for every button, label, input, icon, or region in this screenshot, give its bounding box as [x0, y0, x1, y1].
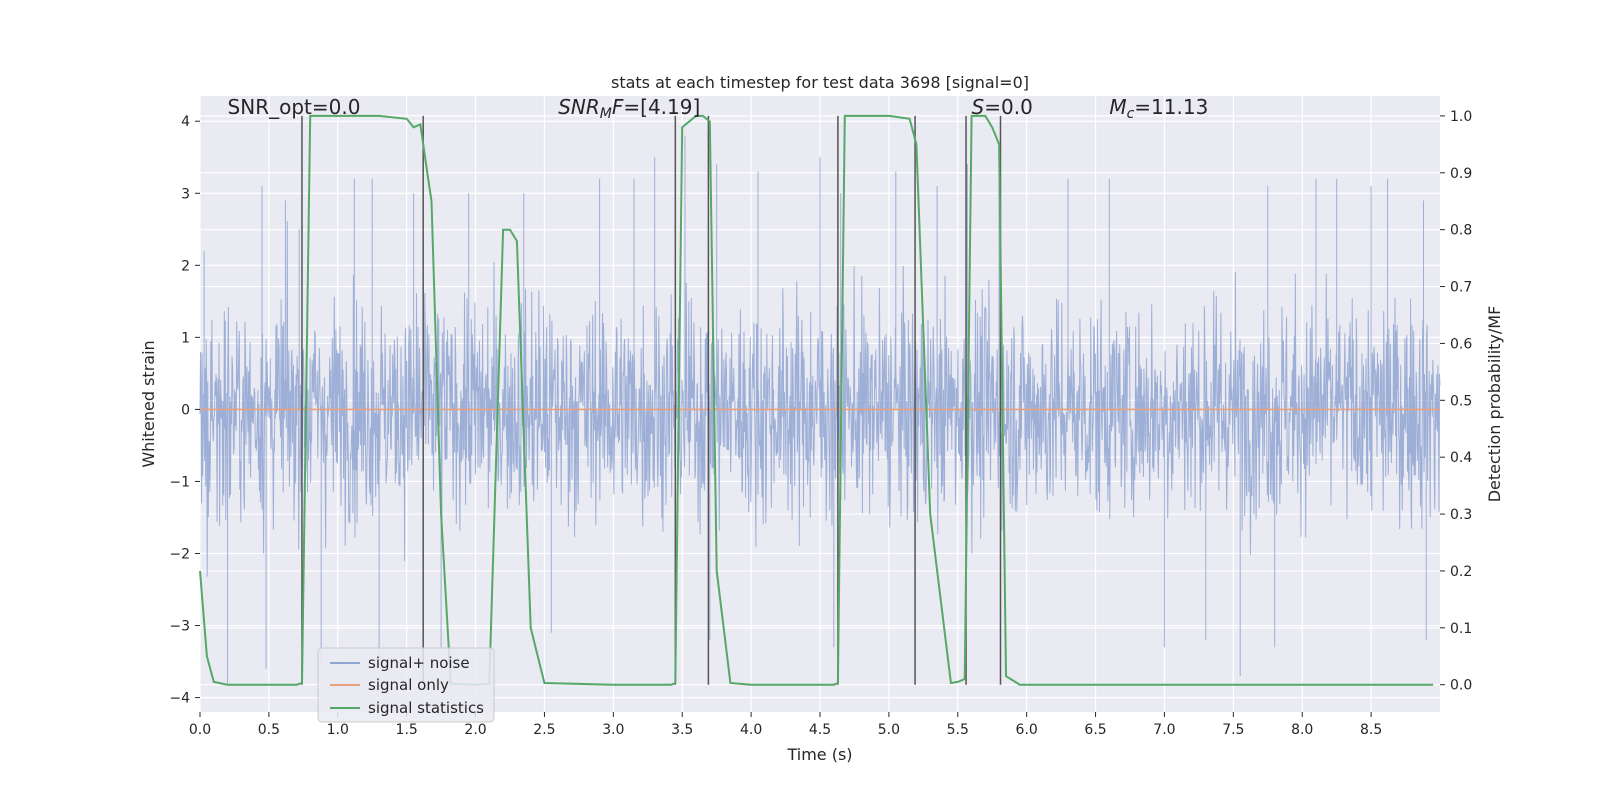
x-tick-label: 0.5 [258, 722, 280, 738]
x-tick-label: 1.5 [396, 722, 418, 738]
y-tick-label: −4 [169, 691, 190, 707]
y-tick-label: −3 [169, 619, 190, 635]
legend-label-signal-only: signal only [368, 676, 449, 694]
annotations: SNR_opt=0.0 SNRMF=[4.19] S=0.0 Mc=11.13 [228, 95, 1209, 122]
noise-trace [199, 135, 1441, 684]
y2-tick-label: 0.5 [1450, 393, 1472, 409]
y2-tick-label: 0.0 [1450, 678, 1472, 694]
y-tick-label: 1 [181, 330, 190, 346]
x-tick-label: 8.5 [1360, 722, 1382, 738]
signal-statistics-line [199, 114, 1434, 686]
x-tick-label: 2.5 [533, 722, 555, 738]
x-tick-label: 5.0 [878, 722, 900, 738]
y-tick-label: 0 [181, 402, 190, 418]
y-tick-label: 3 [181, 186, 190, 202]
x-tick-label: 3.5 [671, 722, 693, 738]
y-axis-ticks: −4 −3 −2 −1 0 1 2 3 4 [169, 114, 200, 707]
x-tick-label: 7.0 [1153, 722, 1175, 738]
y2-tick-label: 0.7 [1450, 280, 1472, 296]
y2-axis-label: Detection probability/MF [1485, 306, 1504, 503]
y2-tick-label: 0.1 [1450, 621, 1472, 637]
chart-title: stats at each timestep for test data 369… [611, 73, 1029, 92]
x-tick-label: 0.0 [189, 722, 211, 738]
legend: signal+ noise signal only signal statist… [317, 647, 495, 723]
x-tick-label: 4.5 [809, 722, 831, 738]
y-tick-label: 2 [181, 258, 190, 274]
y-tick-label: 4 [181, 114, 190, 130]
y2-tick-label: 0.6 [1450, 336, 1472, 352]
y-tick-label: −2 [169, 546, 190, 562]
x-tick-label: 3.0 [602, 722, 624, 738]
y2-tick-label: 0.4 [1450, 450, 1472, 466]
x-tick-label: 6.5 [1084, 722, 1106, 738]
y2-tick-label: 0.9 [1450, 166, 1472, 182]
y-axis-label: Whitened strain [139, 340, 158, 467]
x-axis-label: Time (s) [786, 745, 852, 764]
annotation: SNR_opt=0.0 [228, 95, 361, 119]
x-tick-label: 1.0 [327, 722, 349, 738]
x-tick-label: 5.5 [947, 722, 969, 738]
x-axis-ticks: 0.0 0.5 1.0 1.5 2.0 2.5 3.0 3.5 4.0 4.5 5.0 5.5 6.0 6… [189, 712, 1382, 738]
y2-axis-ticks: 0.0 0.1 0.2 0.3 0.4 0.5 0.6 0.7 0.8 0.9 1.0 [1440, 109, 1472, 694]
y2-tick-label: 0.8 [1450, 223, 1472, 239]
legend-label-signal-statistics: signal statistics [368, 699, 484, 717]
series-signal-statistics [199, 114, 1434, 686]
x-tick-label: 4.0 [740, 722, 762, 738]
y2-tick-label: 0.3 [1450, 507, 1472, 523]
x-tick-label: 8.0 [1291, 722, 1313, 738]
legend-box [317, 647, 495, 723]
series-signal-noise [199, 135, 1441, 684]
annotation: Mc=11.13 [1109, 95, 1208, 122]
legend-label-signal-noise: signal+ noise [368, 654, 470, 672]
annotation: SNRMF=[4.19] [558, 95, 700, 122]
y2-tick-label: 0.2 [1450, 564, 1472, 580]
annotation: S=0.0 [972, 95, 1033, 119]
x-tick-label: 7.5 [1222, 722, 1244, 738]
x-tick-label: 2.0 [464, 722, 486, 738]
y2-tick-label: 1.0 [1450, 109, 1472, 125]
x-tick-label: 6.0 [1016, 722, 1038, 738]
y-tick-label: −1 [169, 474, 190, 490]
